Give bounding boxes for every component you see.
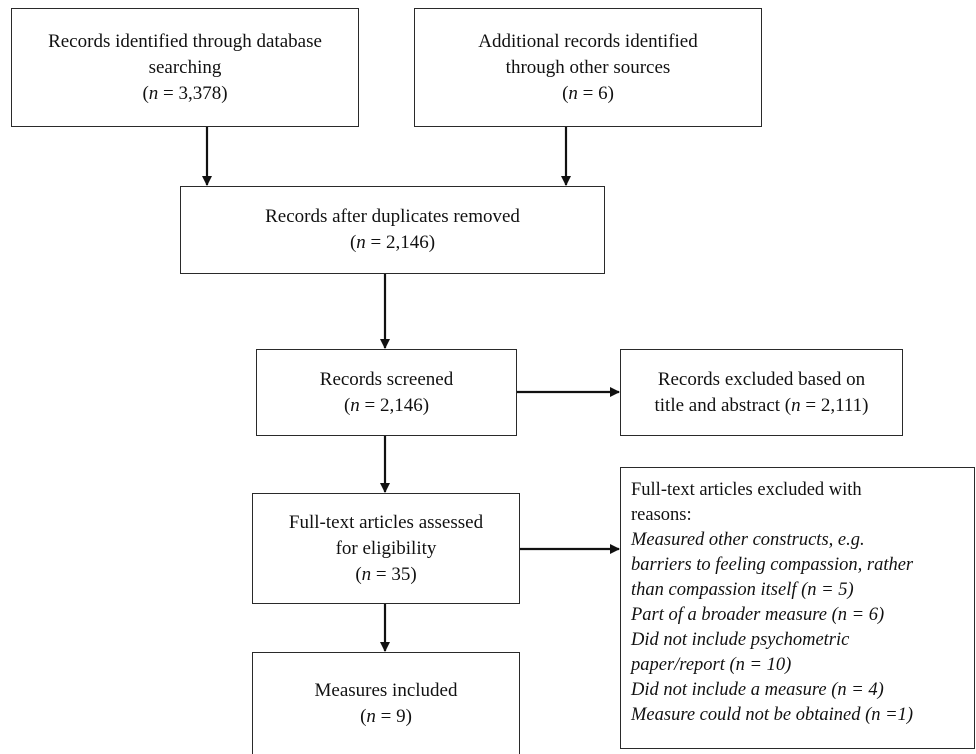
exclusion-reason: paper/report (n = 10) — [631, 655, 792, 675]
exclusion-reason: Did not include a measure (n = 4) — [631, 680, 884, 700]
count-paren: ( — [349, 232, 357, 253]
n-symbol: n — [350, 394, 360, 416]
box-text: Full-text articles assessed — [288, 511, 484, 533]
records-excluded-box: Records excluded based on title and abst… — [620, 349, 903, 436]
measures-included-box: Measures included (n = 9) — [252, 652, 520, 754]
box-text: Records excluded based on — [657, 368, 866, 390]
box-heading: Full-text articles excluded with — [631, 480, 862, 500]
box-count: (n = 35) — [355, 562, 416, 588]
count-paren: ( — [355, 563, 362, 585]
count-value: = 2,146) — [365, 232, 436, 253]
count-value: = 2,146) — [359, 394, 430, 416]
fulltext-excluded-box: Full-text articles excluded with reasons… — [620, 467, 975, 749]
box-count: (n = 9) — [360, 704, 412, 730]
count-value: = 3,378) — [158, 82, 228, 104]
n-symbol: n — [568, 82, 578, 104]
records-screened-box: Records screened (n = 2,146) — [256, 349, 517, 436]
box-heading: reasons: — [631, 505, 692, 525]
box-text: Records after duplicates removed — [265, 206, 520, 227]
fulltext-assessed-box: Full-text articles assessed for eligibil… — [252, 493, 520, 604]
box-text: Records identified through database — [48, 30, 322, 52]
box-text: through other sources — [505, 56, 671, 78]
n-symbol: n — [361, 563, 372, 585]
count-value: = 6) — [577, 82, 614, 104]
count-value: = 2,111) — [800, 394, 869, 416]
box-count: (n = 2,146) — [350, 230, 435, 256]
box-count: title and abstract (n = 2,111) — [654, 393, 868, 419]
duplicates-removed-box: Records after duplicates removed (n = 2,… — [180, 186, 605, 274]
exclusion-reason: than compassion itself (n = 5) — [631, 580, 854, 600]
exclusion-reason: Measure could not be obtained (n =1) — [631, 705, 914, 725]
box-count: (n = 3,378) — [142, 81, 227, 107]
box-text: title and abstract ( — [654, 394, 792, 416]
count-value: = 35) — [371, 563, 417, 585]
n-symbol: n — [148, 82, 159, 104]
count-paren: ( — [360, 705, 367, 727]
box-text: Measures included — [314, 679, 458, 701]
additional-records-box: Additional records identified through ot… — [414, 8, 762, 127]
exclusion-reason: barriers to feeling compassion, rather — [631, 555, 914, 575]
exclusion-reason: Did not include psychometric — [631, 630, 850, 650]
exclusion-reason: Measured other constructs, e.g. — [631, 530, 865, 550]
box-count: (n = 6) — [562, 81, 614, 107]
n-symbol: n — [356, 232, 366, 253]
box-count: (n = 2,146) — [344, 393, 429, 419]
n-symbol: n — [791, 394, 801, 416]
records-identified-database-box: Records identified through database sear… — [11, 8, 359, 127]
box-text: for eligibility — [335, 537, 437, 559]
count-paren: ( — [142, 82, 149, 104]
count-paren: ( — [343, 394, 351, 416]
box-text: Records screened — [319, 368, 454, 390]
box-text: searching — [148, 56, 222, 78]
count-value: = 9) — [375, 705, 412, 727]
exclusion-reason: Part of a broader measure (n = 6) — [631, 605, 885, 625]
n-symbol: n — [366, 705, 376, 727]
count-paren: ( — [562, 82, 569, 104]
box-text: Additional records identified — [478, 30, 698, 52]
